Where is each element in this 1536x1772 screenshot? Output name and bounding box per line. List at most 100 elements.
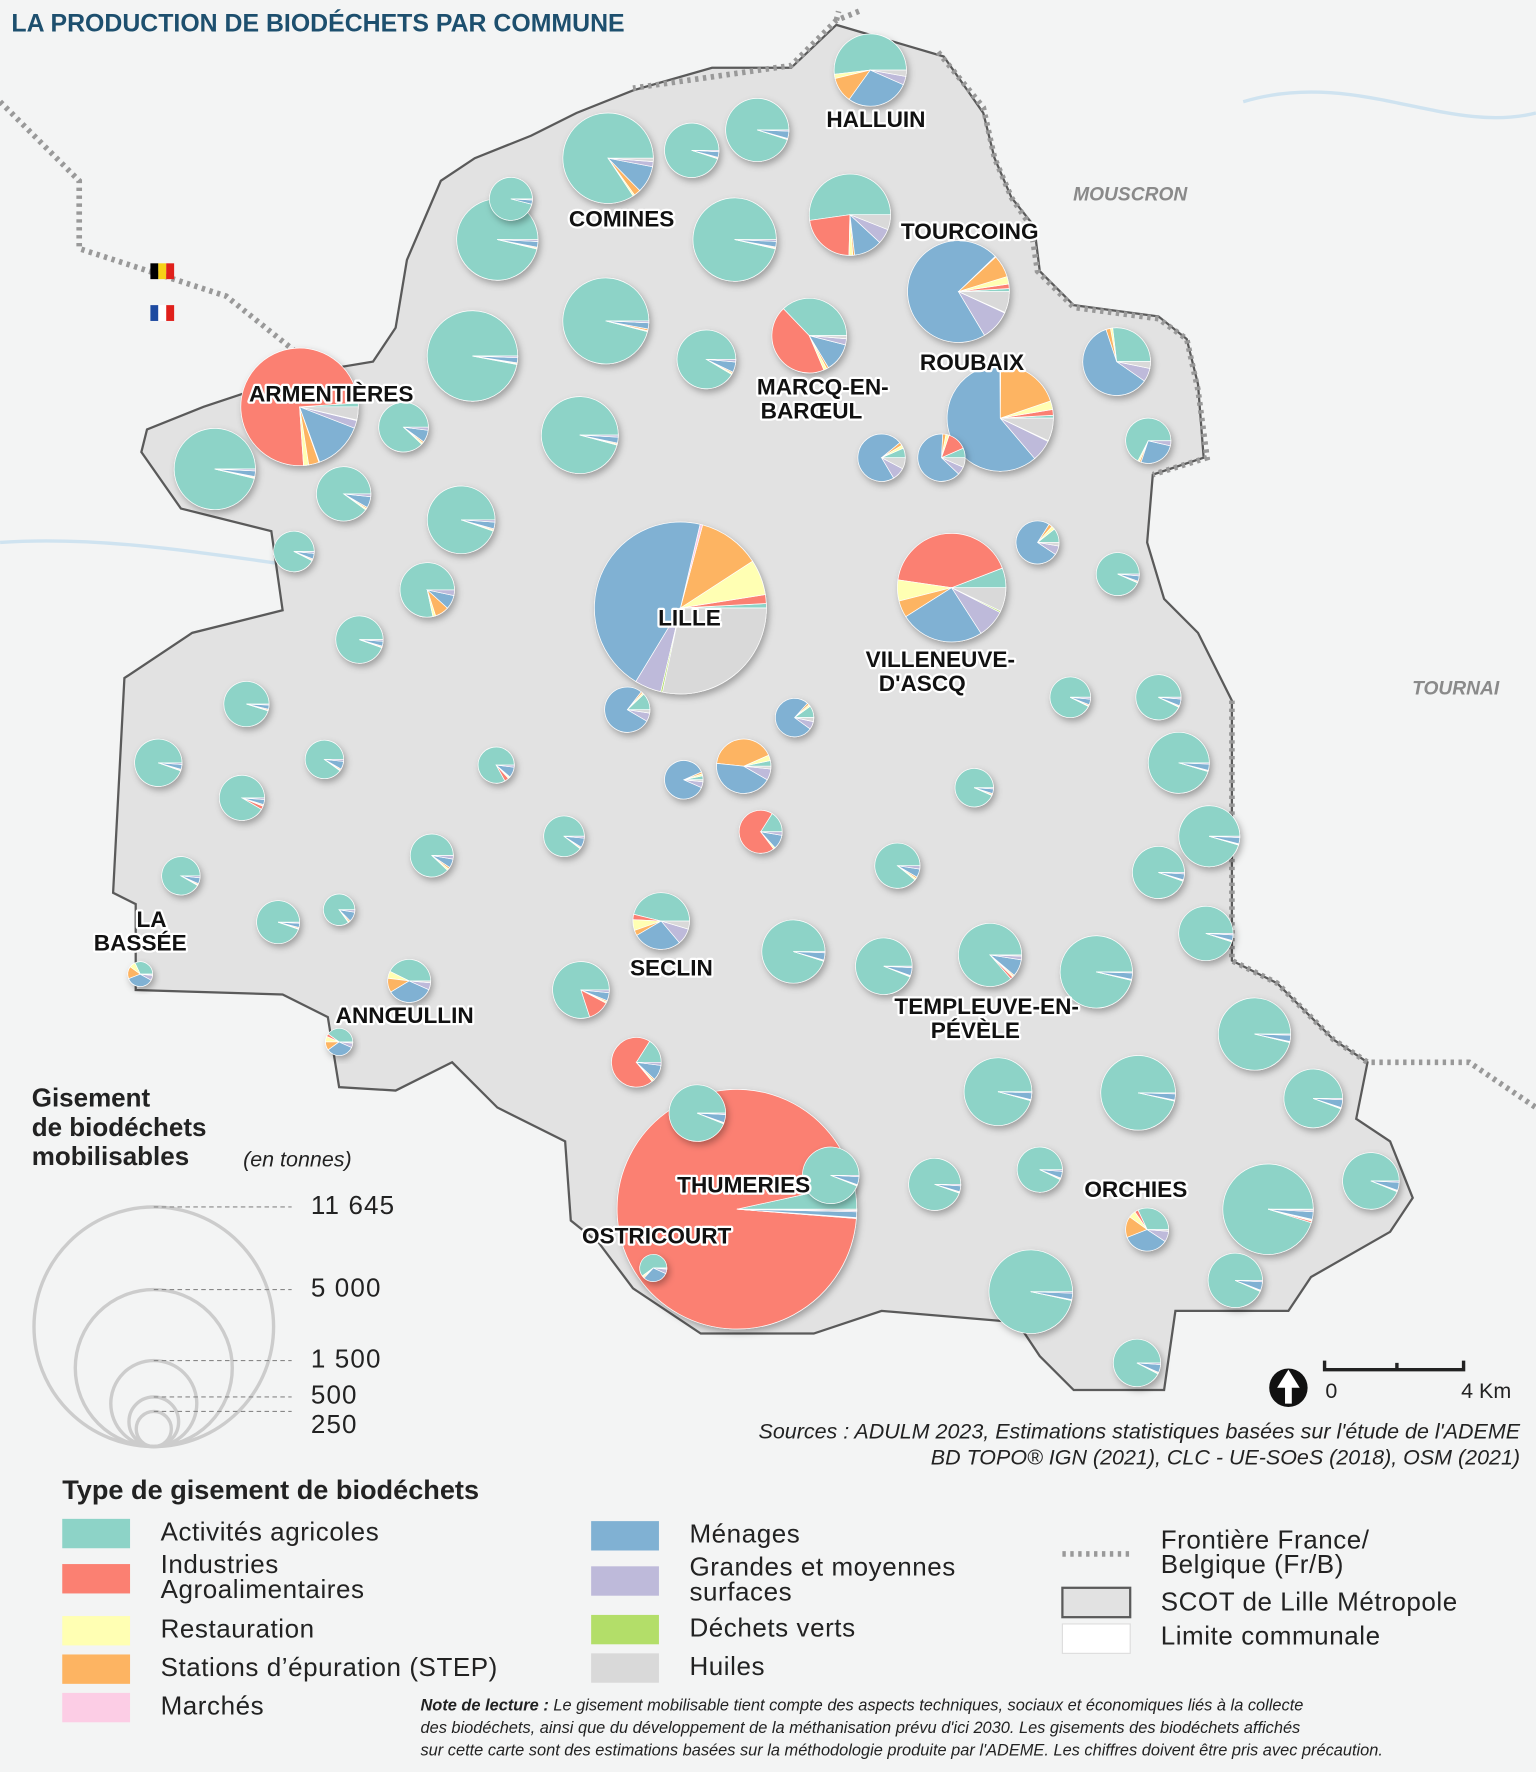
pie bbox=[410, 833, 454, 878]
note: des biodéchets, ainsi que du développeme… bbox=[420, 1719, 1300, 1737]
legend-swatch bbox=[591, 1653, 659, 1683]
place-label: MOUSCRON bbox=[1073, 185, 1188, 206]
note-line: sur cette carte sont des estimations bas… bbox=[420, 1742, 1382, 1760]
pie-slice bbox=[552, 961, 610, 1019]
commune-label: LILLE bbox=[658, 605, 721, 630]
pie bbox=[240, 347, 359, 466]
legend-label: Agroalimentaires bbox=[161, 1574, 365, 1604]
pie-slice bbox=[639, 1254, 668, 1277]
pie-slice bbox=[1126, 1229, 1166, 1252]
commune-label: OSTRICOURT bbox=[582, 1223, 732, 1248]
pie-slice bbox=[1096, 971, 1133, 974]
pie-slice bbox=[140, 973, 153, 976]
pie-slice bbox=[974, 787, 994, 790]
pie-slice bbox=[1030, 1291, 1073, 1294]
pie bbox=[664, 122, 720, 178]
pie bbox=[1178, 805, 1241, 868]
note: Note de lecture : Le gisement mobilisabl… bbox=[420, 1697, 1303, 1715]
legend-label: Ménages bbox=[689, 1519, 800, 1549]
pie bbox=[543, 815, 585, 857]
pie-slice bbox=[809, 335, 847, 340]
pie bbox=[1135, 674, 1182, 721]
pie-slice bbox=[611, 1037, 653, 1088]
pie bbox=[1015, 520, 1060, 565]
pie-slice bbox=[1125, 417, 1172, 462]
pie bbox=[399, 562, 455, 618]
pie bbox=[1125, 1207, 1169, 1252]
pie bbox=[477, 746, 515, 784]
pie-slice bbox=[563, 835, 585, 839]
pie bbox=[218, 774, 265, 821]
pie-slice bbox=[134, 961, 153, 975]
pie bbox=[223, 681, 270, 727]
pie bbox=[668, 1084, 727, 1142]
pie bbox=[127, 961, 153, 987]
pie-slice bbox=[738, 809, 775, 854]
pie-slice bbox=[1158, 872, 1185, 875]
scale-label: 4 Km bbox=[1461, 1379, 1511, 1403]
pie bbox=[1207, 1252, 1263, 1308]
legend-label: Limite communale bbox=[1161, 1620, 1381, 1650]
pie-slice bbox=[848, 69, 904, 107]
pie-slice bbox=[661, 920, 690, 930]
pie bbox=[173, 428, 256, 510]
pie-slice bbox=[633, 892, 690, 922]
pie bbox=[963, 1057, 1033, 1126]
pie bbox=[1147, 732, 1210, 794]
pies bbox=[127, 33, 1400, 1387]
pie-slice bbox=[580, 989, 610, 994]
pie-slice bbox=[664, 760, 702, 800]
pie-slice bbox=[299, 406, 359, 421]
pie-slice bbox=[1037, 542, 1060, 547]
commune-label: HALLUIN bbox=[826, 107, 925, 132]
pie-slice bbox=[1178, 762, 1210, 765]
pie-slice bbox=[897, 865, 921, 870]
north-arrow-head bbox=[1277, 1369, 1300, 1404]
commune-label: ARMENTIÈRES bbox=[249, 382, 413, 407]
pie-slice bbox=[1313, 1098, 1343, 1101]
pie bbox=[316, 466, 372, 522]
pie-slice bbox=[1370, 1180, 1400, 1183]
pie-slice bbox=[431, 855, 454, 860]
commune-label: SECLIN bbox=[630, 956, 713, 981]
pie-slice bbox=[706, 359, 737, 363]
commune-label: BARŒUL bbox=[761, 398, 863, 423]
pie-slice bbox=[1137, 1207, 1169, 1230]
pie bbox=[639, 1254, 668, 1282]
pie-slice bbox=[662, 607, 767, 695]
pie-slice bbox=[1158, 696, 1182, 700]
pie-slice bbox=[1039, 1169, 1063, 1172]
pie-slice bbox=[1268, 1208, 1314, 1211]
legend-label: Déchets verts bbox=[689, 1612, 855, 1642]
pie-slice bbox=[1147, 1229, 1169, 1232]
pie-slice bbox=[716, 762, 768, 794]
pie-slice bbox=[941, 457, 966, 468]
pie-slice bbox=[278, 921, 300, 924]
pie-slice bbox=[180, 875, 201, 879]
limit-swatch bbox=[1061, 1623, 1131, 1654]
pie-slice bbox=[757, 129, 790, 132]
pie-slice bbox=[427, 589, 455, 596]
pie bbox=[426, 485, 496, 555]
legend-label: Industries bbox=[161, 1549, 279, 1579]
legend-label: Huiles bbox=[689, 1651, 765, 1681]
size-legend-label: 250 bbox=[311, 1409, 358, 1439]
pie-slice bbox=[403, 426, 429, 431]
pie-slice bbox=[1148, 440, 1172, 447]
pie bbox=[874, 842, 921, 889]
pie-slice bbox=[343, 493, 372, 498]
sources: BD TOPO® IGN (2021), CLC - UE-SOeS (2018… bbox=[931, 1446, 1520, 1470]
note-line: des biodéchets, ainsi que du développeme… bbox=[420, 1719, 1300, 1737]
pie bbox=[325, 1028, 354, 1056]
pie-slice bbox=[461, 519, 496, 523]
note-line: Le gisement mobilisable tient compte des… bbox=[549, 1697, 1304, 1715]
legend-label: Belgique (Fr/B) bbox=[1161, 1549, 1344, 1579]
sources: Sources : ADULM 2023, Estimations statis… bbox=[759, 1420, 1521, 1444]
pie bbox=[1283, 1068, 1343, 1129]
pie-slice bbox=[1235, 1280, 1263, 1283]
pie-slice bbox=[214, 468, 256, 472]
commune-label: D'ASCQ bbox=[879, 671, 966, 696]
pie-slice bbox=[833, 33, 907, 75]
